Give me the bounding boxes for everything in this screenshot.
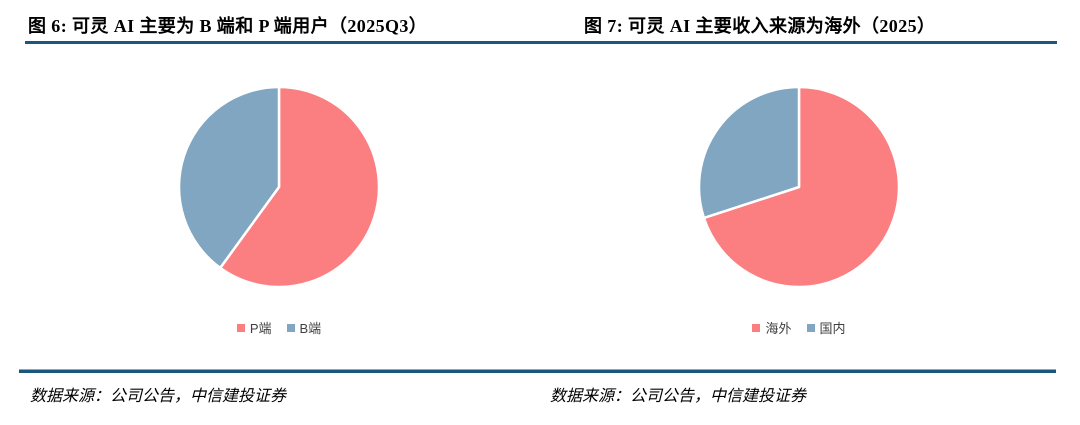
figure7-source-note: 数据来源：公司公告，中信建投证券 <box>550 388 807 405</box>
pie-slice-P端 <box>218 85 381 289</box>
legend-swatch-overseas <box>752 323 761 332</box>
figure7-legend: 海外 国内 <box>696 318 902 337</box>
legend-label-b: B端 <box>299 321 322 336</box>
legend-swatch-domestic <box>806 323 815 332</box>
legend-label-domestic: 国内 <box>819 321 846 336</box>
figure7-title: 图 7: 可灵 AI 主要收入来源为海外（2025） <box>584 16 936 36</box>
header-rule <box>25 41 1057 44</box>
pie-slice-海外 <box>702 85 901 289</box>
legend-item-b: B端 <box>286 318 322 337</box>
figure6-title: 图 6: 可灵 AI 主要为 B 端和 P 端用户（2025Q3） <box>28 16 428 36</box>
footer-rule <box>19 369 1056 373</box>
figure7-pie-chart <box>697 85 901 289</box>
legend-item-domestic: 国内 <box>806 318 846 337</box>
legend-label-overseas: 海外 <box>765 321 792 336</box>
legend-swatch-b <box>286 323 295 332</box>
legend-item-p: P端 <box>236 318 272 337</box>
legend-swatch-p <box>236 323 245 332</box>
legend-item-overseas: 海外 <box>752 318 792 337</box>
figure6-pie-chart <box>177 85 381 289</box>
figure6-source-note: 数据来源：公司公告，中信建投证券 <box>30 388 287 405</box>
pie-slice-B端 <box>177 85 281 270</box>
pie-slice-国内 <box>697 85 801 220</box>
legend-label-p: P端 <box>249 321 272 336</box>
figure6-legend: P端 B端 <box>176 318 382 337</box>
